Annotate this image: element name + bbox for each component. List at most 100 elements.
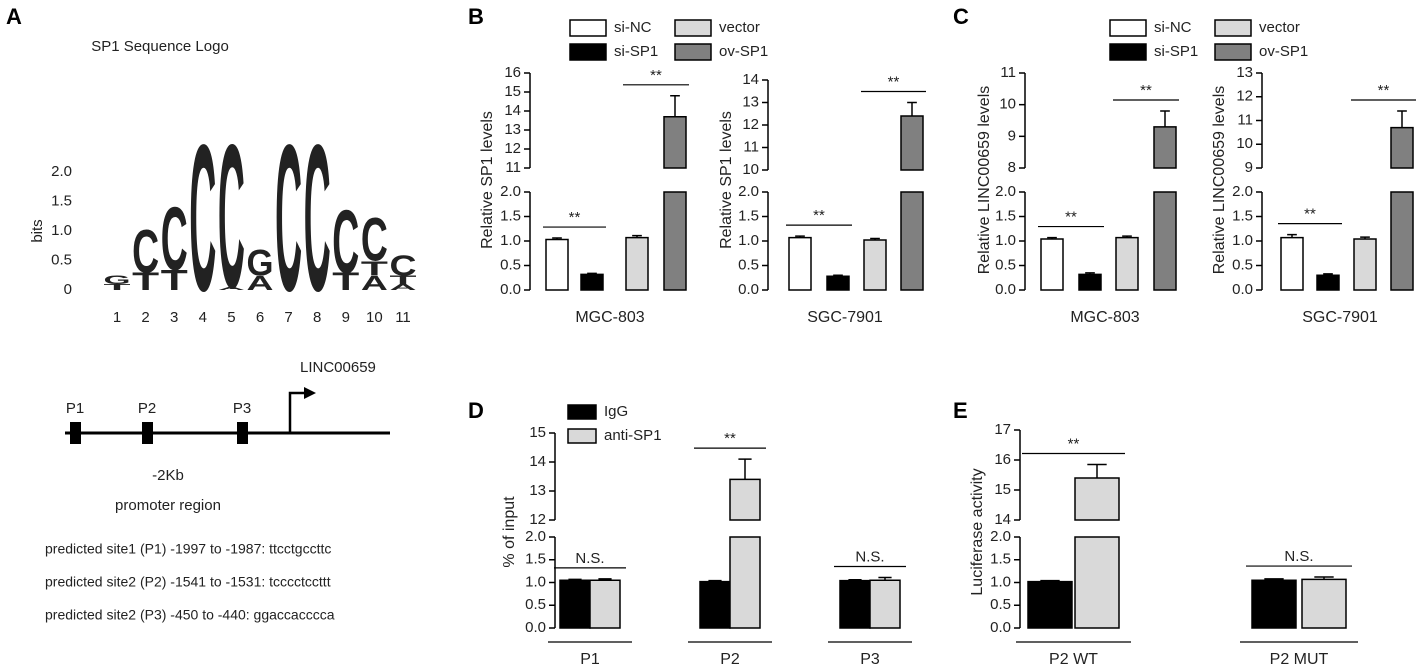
y-tick-label: 13 bbox=[504, 121, 521, 138]
y-axis-label: Relative SP1 levels bbox=[479, 111, 496, 249]
bar bbox=[826, 275, 850, 291]
region-label: promoter region bbox=[115, 497, 221, 514]
legend-swatch bbox=[567, 428, 597, 444]
y-tick-label: 14 bbox=[529, 453, 546, 470]
y-tick-label: 1.5 bbox=[500, 207, 521, 224]
y-tick-label: 12 bbox=[529, 511, 546, 528]
y-axis-label: % of input bbox=[501, 496, 518, 568]
error-bar bbox=[1264, 578, 1284, 581]
y-tick-label: 0.0 bbox=[525, 619, 546, 636]
y-tick-label: 15 bbox=[994, 481, 1011, 498]
x-tick-label: 8 bbox=[313, 309, 321, 326]
y-tick-label: 13 bbox=[742, 93, 759, 110]
y-axis-label: Luciferase activity bbox=[969, 468, 986, 595]
legend-label: ov-SP1 bbox=[1259, 43, 1308, 60]
error-bar bbox=[598, 578, 612, 581]
x-tick-label: 11 bbox=[395, 309, 411, 326]
y-tick-label: 15 bbox=[529, 424, 546, 441]
panel-label: D bbox=[468, 398, 484, 423]
logo-letter: T bbox=[132, 269, 159, 296]
y-tick-label: 11 bbox=[1237, 111, 1253, 128]
error-bar bbox=[738, 458, 752, 480]
logo-letter: C bbox=[390, 250, 417, 282]
error-bar bbox=[907, 101, 917, 116]
y-tick-label: 0.5 bbox=[500, 256, 521, 273]
y-tick-label: 1.5 bbox=[51, 192, 72, 209]
y-tick-label: 12 bbox=[504, 140, 521, 157]
significance-label: ** bbox=[569, 209, 581, 226]
logo-letter: A bbox=[361, 271, 388, 294]
x-tick-label: MGC-803 bbox=[1070, 309, 1139, 326]
error-bar bbox=[1047, 236, 1057, 240]
bar bbox=[1153, 126, 1177, 291]
error-bar bbox=[1360, 236, 1370, 240]
legend-label: ov-SP1 bbox=[719, 43, 768, 60]
x-tick-label: 4 bbox=[199, 309, 207, 326]
significance-label: ** bbox=[813, 207, 825, 224]
bar bbox=[589, 579, 621, 629]
bar bbox=[559, 579, 591, 629]
logo-letter: C bbox=[304, 101, 331, 334]
error-bar bbox=[833, 274, 843, 277]
y-tick-label: 2.0 bbox=[1232, 183, 1253, 200]
bar bbox=[625, 236, 649, 291]
bar bbox=[788, 236, 812, 291]
error-bar bbox=[587, 272, 597, 275]
site-label: P3 bbox=[233, 400, 251, 417]
y-tick-label: 10 bbox=[742, 161, 759, 178]
y-tick-label: 1.0 bbox=[990, 573, 1011, 590]
x-tick-label: P2 WT bbox=[1049, 651, 1098, 668]
logo-letter: G bbox=[247, 243, 274, 284]
site-label: P1 bbox=[66, 400, 84, 417]
y-tick-label: 16 bbox=[994, 451, 1011, 468]
y-tick-label: 1.5 bbox=[1232, 207, 1253, 224]
y-tick-label: 1.0 bbox=[51, 222, 72, 239]
error-bar bbox=[870, 237, 880, 241]
promoter-diagram: P1 P2 P3 LINC00659 -2Kb promoter region … bbox=[45, 359, 390, 623]
error-bar bbox=[1314, 576, 1334, 580]
legend-label: IgG bbox=[604, 403, 628, 420]
bar bbox=[1040, 238, 1064, 291]
x-tick-label: MGC-803 bbox=[575, 309, 644, 326]
bar bbox=[1078, 273, 1102, 291]
y-tick-label: 11 bbox=[1000, 64, 1016, 81]
logo-letter: G bbox=[104, 273, 131, 287]
y-tick-label: 13 bbox=[1236, 64, 1253, 81]
significance-label: ** bbox=[1065, 209, 1077, 226]
bar bbox=[1027, 580, 1073, 629]
bar bbox=[900, 115, 924, 291]
x-tick-label: P1 bbox=[580, 651, 600, 668]
y-tick-label: 0 bbox=[64, 281, 72, 298]
error-bar bbox=[848, 579, 862, 581]
bar bbox=[1251, 579, 1297, 629]
legend-label: vector bbox=[1259, 19, 1300, 36]
bar bbox=[663, 115, 687, 291]
bar bbox=[1280, 236, 1304, 291]
y-tick-label: 10 bbox=[1236, 135, 1253, 152]
panel-label: E bbox=[953, 398, 968, 423]
y-tick-label: 1.5 bbox=[995, 207, 1016, 224]
logo-letter: C bbox=[275, 101, 302, 334]
legend-label: si-SP1 bbox=[614, 43, 658, 60]
significance-label: ** bbox=[1140, 82, 1152, 99]
error-bar bbox=[1323, 273, 1333, 276]
y-tick-label: 9 bbox=[1245, 159, 1253, 176]
bar bbox=[1301, 578, 1347, 629]
gene-label: LINC00659 bbox=[300, 359, 376, 376]
y-tick-label: 8 bbox=[1008, 159, 1016, 176]
x-tick-label: 3 bbox=[170, 309, 178, 326]
y-tick-label: 15 bbox=[504, 83, 521, 100]
y-tick-label: 12 bbox=[742, 116, 759, 133]
error-bar bbox=[1040, 579, 1060, 582]
bar bbox=[580, 273, 604, 291]
bar bbox=[1074, 477, 1120, 629]
y-tick-label: 2.0 bbox=[51, 163, 72, 180]
significance-label: N.S. bbox=[575, 550, 604, 567]
y-tick-label: 1.0 bbox=[525, 573, 546, 590]
legend-swatch bbox=[1214, 43, 1252, 61]
error-bar bbox=[552, 237, 562, 240]
legend-swatch bbox=[674, 19, 712, 37]
y-tick-label: 14 bbox=[504, 102, 521, 119]
tss-arrow bbox=[288, 391, 306, 433]
chart-title: SP1 Sequence Logo bbox=[91, 38, 229, 55]
